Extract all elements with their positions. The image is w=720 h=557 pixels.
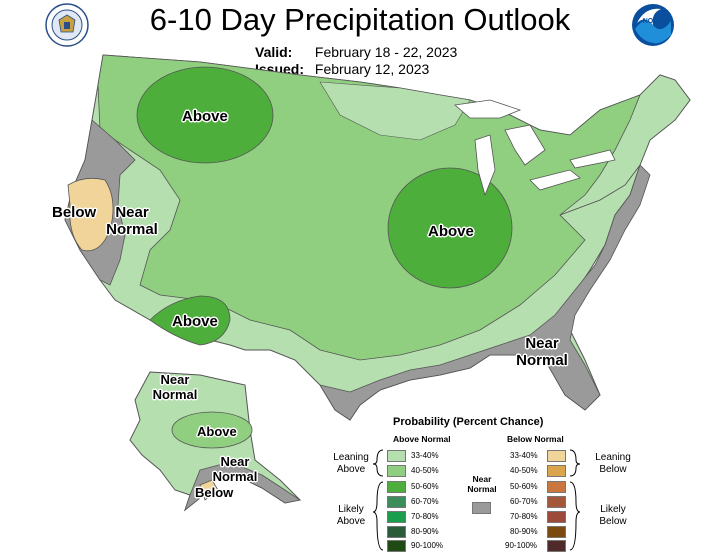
near-normal-swatch	[472, 502, 491, 514]
southwest-above-area	[149, 295, 231, 346]
below-swatch-70-80	[547, 511, 566, 523]
commerce-seal-icon	[45, 3, 89, 47]
below-label-80-90: 80-90%	[510, 527, 538, 536]
alaska-below-label: Below	[195, 485, 234, 500]
above-swatch-70-80	[387, 511, 406, 523]
leaning-below-label: Leaning Below	[595, 452, 631, 475]
legend-title: Probability (Percent Chance)	[393, 416, 544, 428]
leaning-above-label: Leaning Above	[333, 452, 369, 475]
below-swatch-50-60	[547, 481, 566, 493]
issued-date: February 12, 2023	[314, 61, 430, 77]
below-swatch-40-50	[547, 465, 566, 477]
midwest-above-label: Above	[428, 223, 474, 240]
west-near-normal-label: Near Normal	[106, 204, 158, 238]
alaska-near-normal-south	[184, 461, 302, 512]
alaska-below-area	[199, 479, 219, 501]
southeast-near-normal-label: Near Normal	[516, 335, 568, 369]
alaska-above-label: Above	[197, 424, 237, 439]
page-title: 6-10 Day Precipitation Outlook	[149, 2, 571, 37]
noaa-logo-icon: NOAA	[632, 4, 674, 46]
date-block: Valid: February 18 - 22, 2023 Issued: Fe…	[255, 44, 457, 78]
midwest-above-area	[387, 167, 513, 289]
below-label-60-70: 60-70%	[510, 497, 538, 506]
likely-below-label: Likely Below	[599, 504, 627, 527]
above-swatch-50-60	[387, 481, 406, 493]
legend: Probability (Percent Chance) Above Norma…	[325, 412, 710, 552]
below-label-33-40: 33-40%	[510, 451, 538, 460]
above-label-40-50: 40-50%	[411, 466, 439, 475]
below-label-70-80: 70-80%	[510, 512, 538, 521]
above-label-90-100: 90-100%	[411, 541, 444, 550]
alaska-above-area	[171, 411, 253, 449]
below-swatch-80-90	[547, 526, 566, 538]
legend-below-header: Below Normal	[507, 434, 564, 444]
below-label-50-60: 50-60%	[510, 482, 538, 491]
below-label-40-50: 40-50%	[510, 466, 538, 475]
southeast-near-normal	[319, 164, 651, 421]
above-label-60-70: 60-70%	[411, 497, 439, 506]
north-plains-above-area	[136, 66, 274, 164]
above-label-80-90: 80-90%	[411, 527, 439, 536]
above-swatch-33-40	[387, 450, 406, 462]
above-label-70-80: 70-80%	[411, 512, 439, 521]
above-swatch-80-90	[387, 526, 406, 538]
below-label-90-100: 90-100%	[505, 541, 538, 550]
legend-braces	[372, 449, 581, 551]
above-swatch-90-100	[387, 540, 406, 552]
above-label-33-40: 33-40%	[411, 451, 439, 460]
alaska-near-normal-north-label: Near Normal	[152, 372, 198, 402]
southwest-above-label: Above	[172, 313, 218, 330]
great-lakes	[454, 99, 616, 197]
valid-label: Valid:	[255, 44, 293, 60]
california-below-label: Below	[52, 204, 97, 221]
above-label-50-60: 50-60%	[411, 482, 439, 491]
california-below-area	[67, 177, 114, 252]
alaska-near-normal-south-label: Near Normal	[212, 454, 258, 484]
below-swatch-60-70	[547, 496, 566, 508]
likely-above-label: Likely Above	[336, 504, 366, 527]
northeast-leaning-area	[559, 74, 691, 216]
above-swatch-60-70	[387, 496, 406, 508]
legend-above-header: Above Normal	[393, 434, 451, 444]
below-swatch-90-100	[547, 540, 566, 552]
valid-dates: February 18 - 22, 2023	[314, 44, 458, 60]
above-swatch-40-50	[387, 465, 406, 477]
north-leaning-strip	[319, 81, 471, 141]
north-plains-above-label: Above	[182, 108, 228, 125]
noaa-logo-text: NOAA	[643, 18, 664, 25]
near-normal-legend-label: Near Normal	[467, 474, 497, 494]
below-swatch-33-40	[547, 450, 566, 462]
